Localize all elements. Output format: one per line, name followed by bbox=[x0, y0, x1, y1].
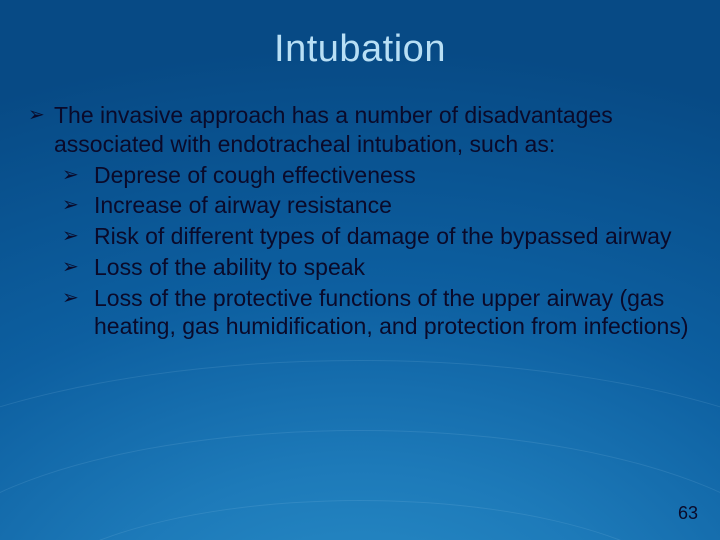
slide-title: Intubation bbox=[28, 28, 692, 71]
sub-bullet-text: Increase of airway resistance bbox=[94, 192, 392, 218]
slide-container: Intubation ➢ The invasive approach has a… bbox=[0, 0, 720, 540]
sub-bullet-list: ➢ Deprese of cough effectiveness ➢ Incre… bbox=[28, 161, 692, 342]
main-bullet-text: The invasive approach has a number of di… bbox=[54, 102, 613, 157]
sub-bullet-text: Loss of the protective functions of the … bbox=[94, 285, 689, 340]
sub-bullet-item: ➢ Deprese of cough effectiveness bbox=[62, 161, 692, 190]
sub-bullet-item: ➢ Risk of different types of damage of t… bbox=[62, 222, 692, 251]
arrow-icon: ➢ bbox=[62, 224, 79, 249]
sub-bullet-item: ➢ Loss of the protective functions of th… bbox=[62, 284, 692, 342]
sub-bullet-item: ➢ Increase of airway resistance bbox=[62, 191, 692, 220]
arrow-icon: ➢ bbox=[62, 193, 79, 218]
ripple-decoration bbox=[0, 340, 720, 540]
arrow-icon: ➢ bbox=[62, 255, 79, 280]
arrow-icon: ➢ bbox=[62, 286, 79, 311]
slide-content: ➢ The invasive approach has a number of … bbox=[28, 101, 692, 341]
arrow-icon: ➢ bbox=[28, 103, 45, 128]
sub-bullet-text: Deprese of cough effectiveness bbox=[94, 162, 416, 188]
sub-bullet-text: Loss of the ability to speak bbox=[94, 254, 365, 280]
arrow-icon: ➢ bbox=[62, 163, 79, 188]
page-number: 63 bbox=[678, 503, 698, 524]
main-bullet-item: ➢ The invasive approach has a number of … bbox=[28, 101, 692, 159]
sub-bullet-item: ➢ Loss of the ability to speak bbox=[62, 253, 692, 282]
sub-bullet-text: Risk of different types of damage of the… bbox=[94, 223, 671, 249]
